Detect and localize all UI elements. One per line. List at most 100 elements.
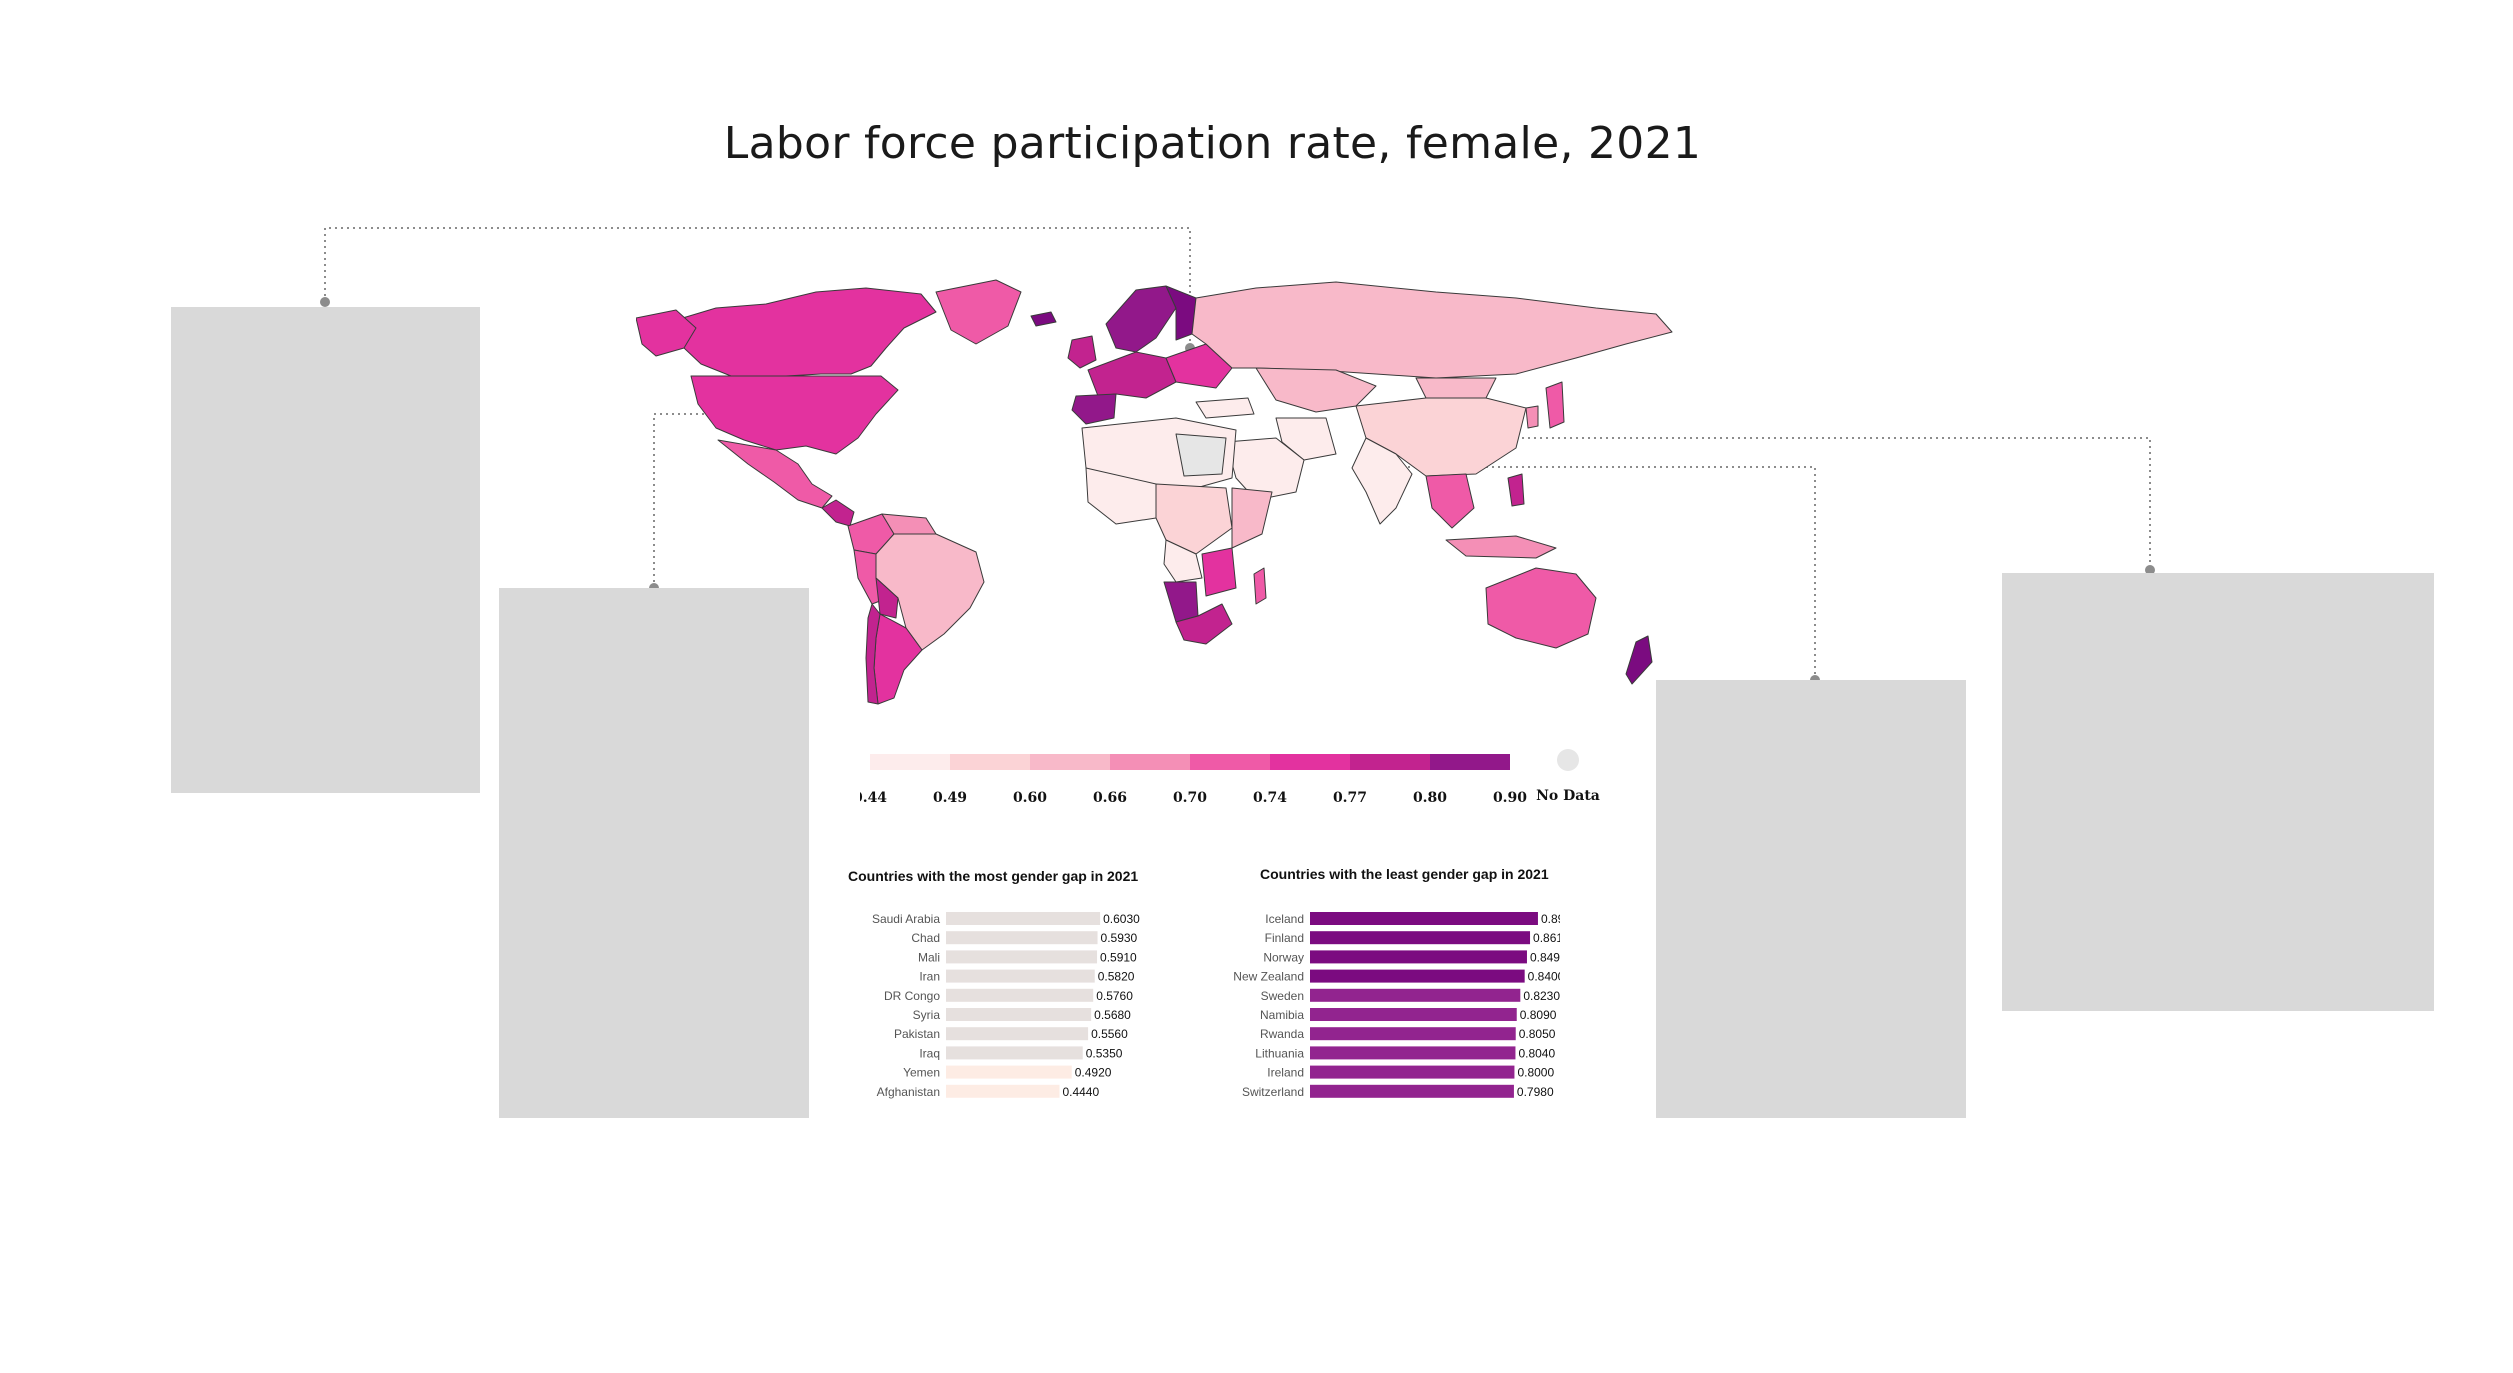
map-country-korea <box>1525 405 1539 429</box>
map-country-dr-congo <box>1163 539 1203 583</box>
bar-category-label: Namibia <box>1260 1008 1304 1022</box>
page-title: Labor force participation rate, female, … <box>723 118 1702 169</box>
bar-category-label: Norway <box>1263 950 1304 964</box>
legend-swatch <box>1190 754 1270 770</box>
legend-swatch <box>950 754 1030 770</box>
bar <box>946 1046 1083 1060</box>
bar <box>1310 1008 1517 1021</box>
bar-value-label: 0.6030 <box>1103 912 1140 926</box>
map-country-chile <box>865 603 881 705</box>
map-country-iberia <box>1071 393 1117 425</box>
bar <box>946 931 1098 945</box>
bar-value-label: 0.8230 <box>1523 989 1560 1003</box>
legend-tick-label: 0.90 <box>1493 790 1527 806</box>
bar <box>946 969 1095 983</box>
bar-category-label: Pakistan <box>894 1027 940 1041</box>
bar-value-label: 0.8000 <box>1517 1066 1554 1080</box>
bar-value-label: 0.8610 <box>1533 931 1560 945</box>
map-country-saudi-arabia <box>1225 437 1305 501</box>
bar-category-label: Afghanistan <box>877 1085 940 1099</box>
legend-tick-label: 0.66 <box>1093 790 1127 806</box>
legend-swatch <box>1430 754 1510 770</box>
legend-tick-label: 0.70 <box>1173 790 1207 806</box>
map-country-australia <box>1485 567 1597 649</box>
annotation-panel-center-right <box>1656 680 1966 1118</box>
connector-line-north-america <box>324 227 1191 348</box>
legend-tick-label: 0.49 <box>933 790 967 806</box>
bar <box>1310 950 1527 964</box>
map-country-southeast-asia <box>1425 473 1475 529</box>
bar-category-label: Chad <box>911 931 940 945</box>
bar-category-label: Ireland <box>1267 1066 1304 1080</box>
map-country-uk-ireland <box>1067 335 1097 369</box>
map-country-namibia <box>1163 581 1199 623</box>
bar-value-label: 0.4440 <box>1062 1085 1099 1099</box>
connector-dot <box>2145 565 2155 575</box>
map-country-bolivia <box>875 577 899 619</box>
map-country-southern-central-africa <box>1201 547 1237 597</box>
connector-line-asia <box>1492 437 2151 570</box>
bar-category-label: Saudi Arabia <box>872 912 940 926</box>
map-country-madagascar <box>1253 567 1267 605</box>
bar-value-label: 0.4920 <box>1075 1066 1112 1080</box>
bar <box>1310 931 1531 945</box>
map-country-alaska <box>636 309 697 357</box>
no-data-label: No Data <box>1536 788 1600 804</box>
map-country-eastern-europe <box>1165 343 1233 389</box>
bar-chart-title-most-gap: Countries with the most gender gap in 20… <box>848 868 1139 884</box>
bar-category-label: DR Congo <box>884 989 940 1003</box>
legend-tick-label: 0.44 <box>860 790 887 806</box>
bar <box>946 912 1101 925</box>
connector-line-americas <box>653 413 848 588</box>
bar-value-label: 0.8400 <box>1528 970 1560 984</box>
bar-value-label: 0.8040 <box>1518 1046 1555 1060</box>
no-data-swatch <box>1557 749 1579 771</box>
bar-value-label: 0.8490 <box>1530 950 1560 964</box>
map-country-west-africa <box>1085 467 1157 525</box>
bar <box>1310 1065 1515 1079</box>
bar-value-label: 0.5910 <box>1100 950 1137 964</box>
bar-chart-least-gap: Iceland 0.8920 Finland 0.8610 Norway 0.8490 Ne… <box>1233 912 1560 1099</box>
map-country-greenland <box>935 279 1022 345</box>
map-country-mexico <box>717 439 833 509</box>
map-country-norway-sweden <box>1105 285 1177 353</box>
map-country-india <box>1351 437 1413 525</box>
legend-swatch <box>1270 754 1350 770</box>
bar-category-label: Iran <box>919 970 940 984</box>
bar-value-label: 0.5350 <box>1086 1046 1123 1060</box>
bar-value-label: 0.7980 <box>1517 1085 1554 1099</box>
bar <box>1310 1027 1516 1041</box>
bar <box>1310 912 1538 925</box>
bar-value-label: 0.5820 <box>1098 970 1135 984</box>
bar-category-label: Syria <box>913 1008 941 1022</box>
map-country-western-europe <box>1087 351 1177 399</box>
map-country-canada <box>675 287 937 377</box>
bar-category-label: Sweden <box>1261 989 1304 1003</box>
bar-category-label: Rwanda <box>1260 1027 1304 1041</box>
legend-swatch <box>1030 754 1110 770</box>
legend-swatch <box>1110 754 1190 770</box>
bar-value-label: 0.8050 <box>1519 1027 1556 1041</box>
bar <box>1310 969 1525 983</box>
bar-chart-title-least-gap: Countries with the least gender gap in 2… <box>1260 866 1549 882</box>
world-choropleth-map <box>636 279 1673 705</box>
bar <box>946 988 1094 1002</box>
bar <box>1310 1084 1514 1098</box>
bar <box>946 1084 1060 1098</box>
bar <box>946 950 1098 964</box>
map-country-iceland <box>1030 311 1057 327</box>
bar <box>946 1065 1072 1079</box>
map-country-indonesia <box>1445 535 1557 559</box>
bar-value-label: 0.5680 <box>1094 1008 1131 1022</box>
map-country-usa <box>690 375 899 455</box>
map-country-new-zealand <box>1625 635 1653 685</box>
bar-value-label: 0.5560 <box>1091 1027 1128 1041</box>
annotation-panel-right <box>2002 573 2434 1011</box>
map-country-turkey <box>1195 397 1255 419</box>
map-legend: 0.44 0.49 0.60 0.66 0.70 0.74 0.77 0.80 0.90 No … <box>860 749 1600 806</box>
connector-dot <box>320 297 330 307</box>
map-country-central-america <box>821 499 855 527</box>
bar-value-label: 0.8090 <box>1520 1008 1557 1022</box>
bar-category-label: Iraq <box>919 1046 940 1060</box>
bar-value-label: 0.5760 <box>1096 989 1133 1003</box>
